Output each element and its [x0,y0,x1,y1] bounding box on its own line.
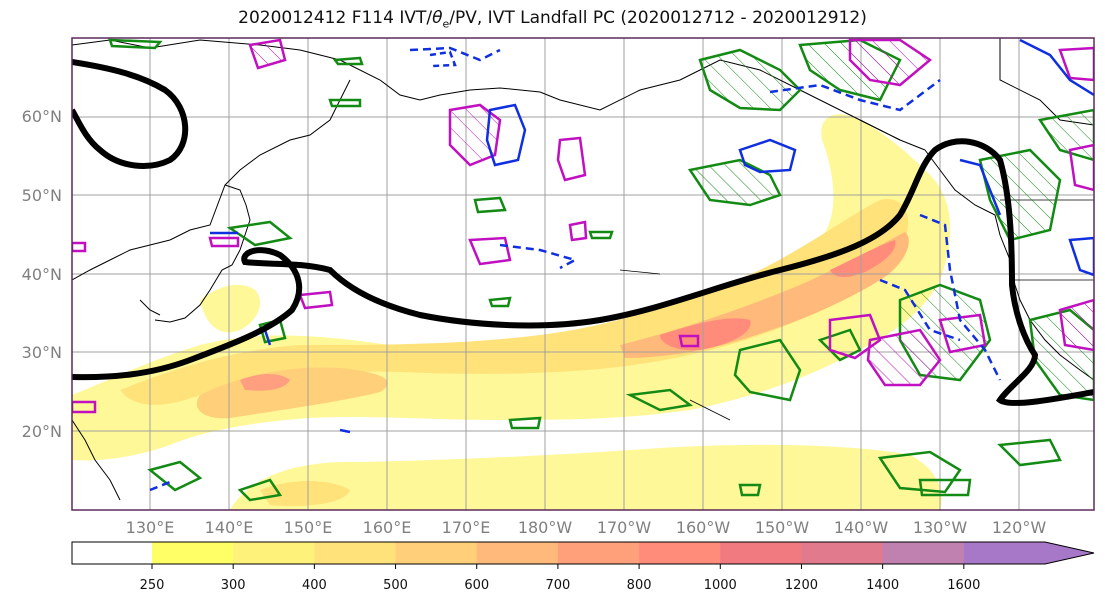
ivt-shading [72,114,951,510]
title-main: 2020012412 F114 IVT/ [238,8,433,28]
colorbar-tick-label: 300 [221,578,246,593]
lon-label-140w: 140°W [834,518,889,537]
lon-label-130e: 130°E [126,518,175,537]
colorbar-tick-label: 1400 [866,578,899,593]
colorbar-segment [639,542,721,564]
pv-contours [72,38,1094,414]
colorbar-segments [152,542,1046,564]
map-frame [71,37,1095,511]
colorbar-tick-label: 1000 [704,578,737,593]
colorbar-tick-label: 250 [140,578,165,593]
colorbar-segment [314,542,397,564]
colorbar-segment [720,542,802,564]
colorbar: 250 300 400 500 600 700 800 1000 1200 1400 1600 [71,541,1095,593]
lon-label-140e: 140°E [205,518,254,537]
landfall-contour [72,59,1094,406]
lon-label-150w: 150°W [755,518,810,537]
colorbar-tick-label: 800 [627,578,652,593]
blue-contours [149,38,1094,492]
colorbar-tick-label: 600 [464,578,489,593]
colorbar-segment [476,542,559,564]
colorbar-segment [233,542,315,564]
colorbar-tick-label: 700 [545,578,570,593]
lat-label-50: 50°N [22,186,62,205]
colorbar-under [72,542,152,564]
lat-label-30: 30°N [22,343,62,362]
colorbar-tick-label: 400 [302,578,327,593]
lat-label-60: 60°N [22,107,62,126]
lon-label-180w: 180°W [518,518,573,537]
colorbar-labels: 250 300 400 500 600 700 800 1000 1200 1400 1600 [140,564,980,593]
title-theta-subscript: e [442,17,450,31]
map-area [72,38,1094,510]
colorbar-tick-label: 1200 [785,578,818,593]
title-theta: θ [432,8,443,28]
map-title: 2020012412 F114 IVT/θe/PV, IVT Landfall … [0,8,1105,30]
colorbar-segment [557,542,640,564]
lon-label-170w: 170°W [597,518,652,537]
lat-labels: 60°N 50°N 40°N 30°N 20°N [22,107,62,441]
lon-label-160w: 160°W [676,518,731,537]
title-rest: /PV, IVT Landfall PC (2020012712 - 20200… [449,8,867,28]
colorbar-segment [801,542,884,564]
colorbar-segment [882,542,965,564]
colorbar-outline [71,541,1095,565]
colorbar-tick-label: 500 [383,578,408,593]
lon-label-120w: 120°W [992,518,1047,537]
lat-label-20: 20°N [22,422,62,441]
lon-label-150e: 150°E [284,518,333,537]
lon-label-160e: 160°E [363,518,412,537]
lon-labels: 130°E 140°E 150°E 160°E 170°E 180°W 170°… [126,518,1047,537]
colorbar-extend-arrow [1045,542,1094,564]
colorbar-segment [963,542,1046,564]
lon-label-170e: 170°E [442,518,491,537]
lat-label-40: 40°N [22,265,62,284]
colorbar-tick-label: 1600 [947,578,980,593]
lon-label-130w: 130°W [913,518,968,537]
colorbar-segment [395,542,478,564]
colorbar-segment [152,542,234,564]
